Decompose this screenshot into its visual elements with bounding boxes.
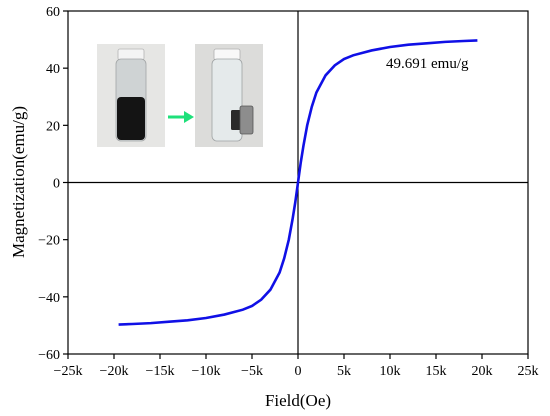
y-axis-title: Magnetization(emu/g)	[9, 106, 28, 258]
x-tick-labels: −25k −20k −15k −10k −5k 0 5k 10k 15k 20k 25k	[54, 364, 539, 379]
x-tick-label: −5k	[241, 364, 263, 379]
x-tick-label: 25k	[518, 364, 539, 379]
x-tick-label: 20k	[472, 364, 493, 379]
saturation-annotation: 49.691 emu/g	[386, 56, 469, 72]
x-tick-label: 5k	[337, 364, 351, 379]
x-axis-title: Field(Oe)	[265, 391, 331, 410]
y-tick-label: −20	[38, 234, 60, 249]
inset-photo-before	[97, 44, 165, 147]
x-tick-label: −25k	[54, 364, 83, 379]
y-tick-label: 0	[53, 177, 60, 192]
y-tick-label: −60	[38, 348, 60, 363]
x-tick-label: 15k	[426, 364, 447, 379]
inset-photo-after	[195, 44, 263, 147]
x-tick-label: −10k	[192, 364, 221, 379]
y-tick-label: 40	[46, 62, 60, 77]
plot-frame	[67, 10, 529, 355]
x-tick-label: 0	[295, 364, 302, 379]
y-tick-label: −40	[38, 291, 60, 306]
inset-arrow	[168, 111, 194, 123]
magnetization-curve	[118, 39, 478, 326]
x-tick-label: −20k	[100, 364, 129, 379]
y-tick-label: 60	[46, 5, 60, 20]
y-tick-labels: −60 −40 −20 0 20 40 60	[38, 5, 60, 363]
ticks	[63, 10, 529, 359]
x-tick-label: −15k	[146, 364, 175, 379]
x-tick-label: 10k	[380, 364, 401, 379]
y-tick-label: 20	[46, 119, 60, 134]
